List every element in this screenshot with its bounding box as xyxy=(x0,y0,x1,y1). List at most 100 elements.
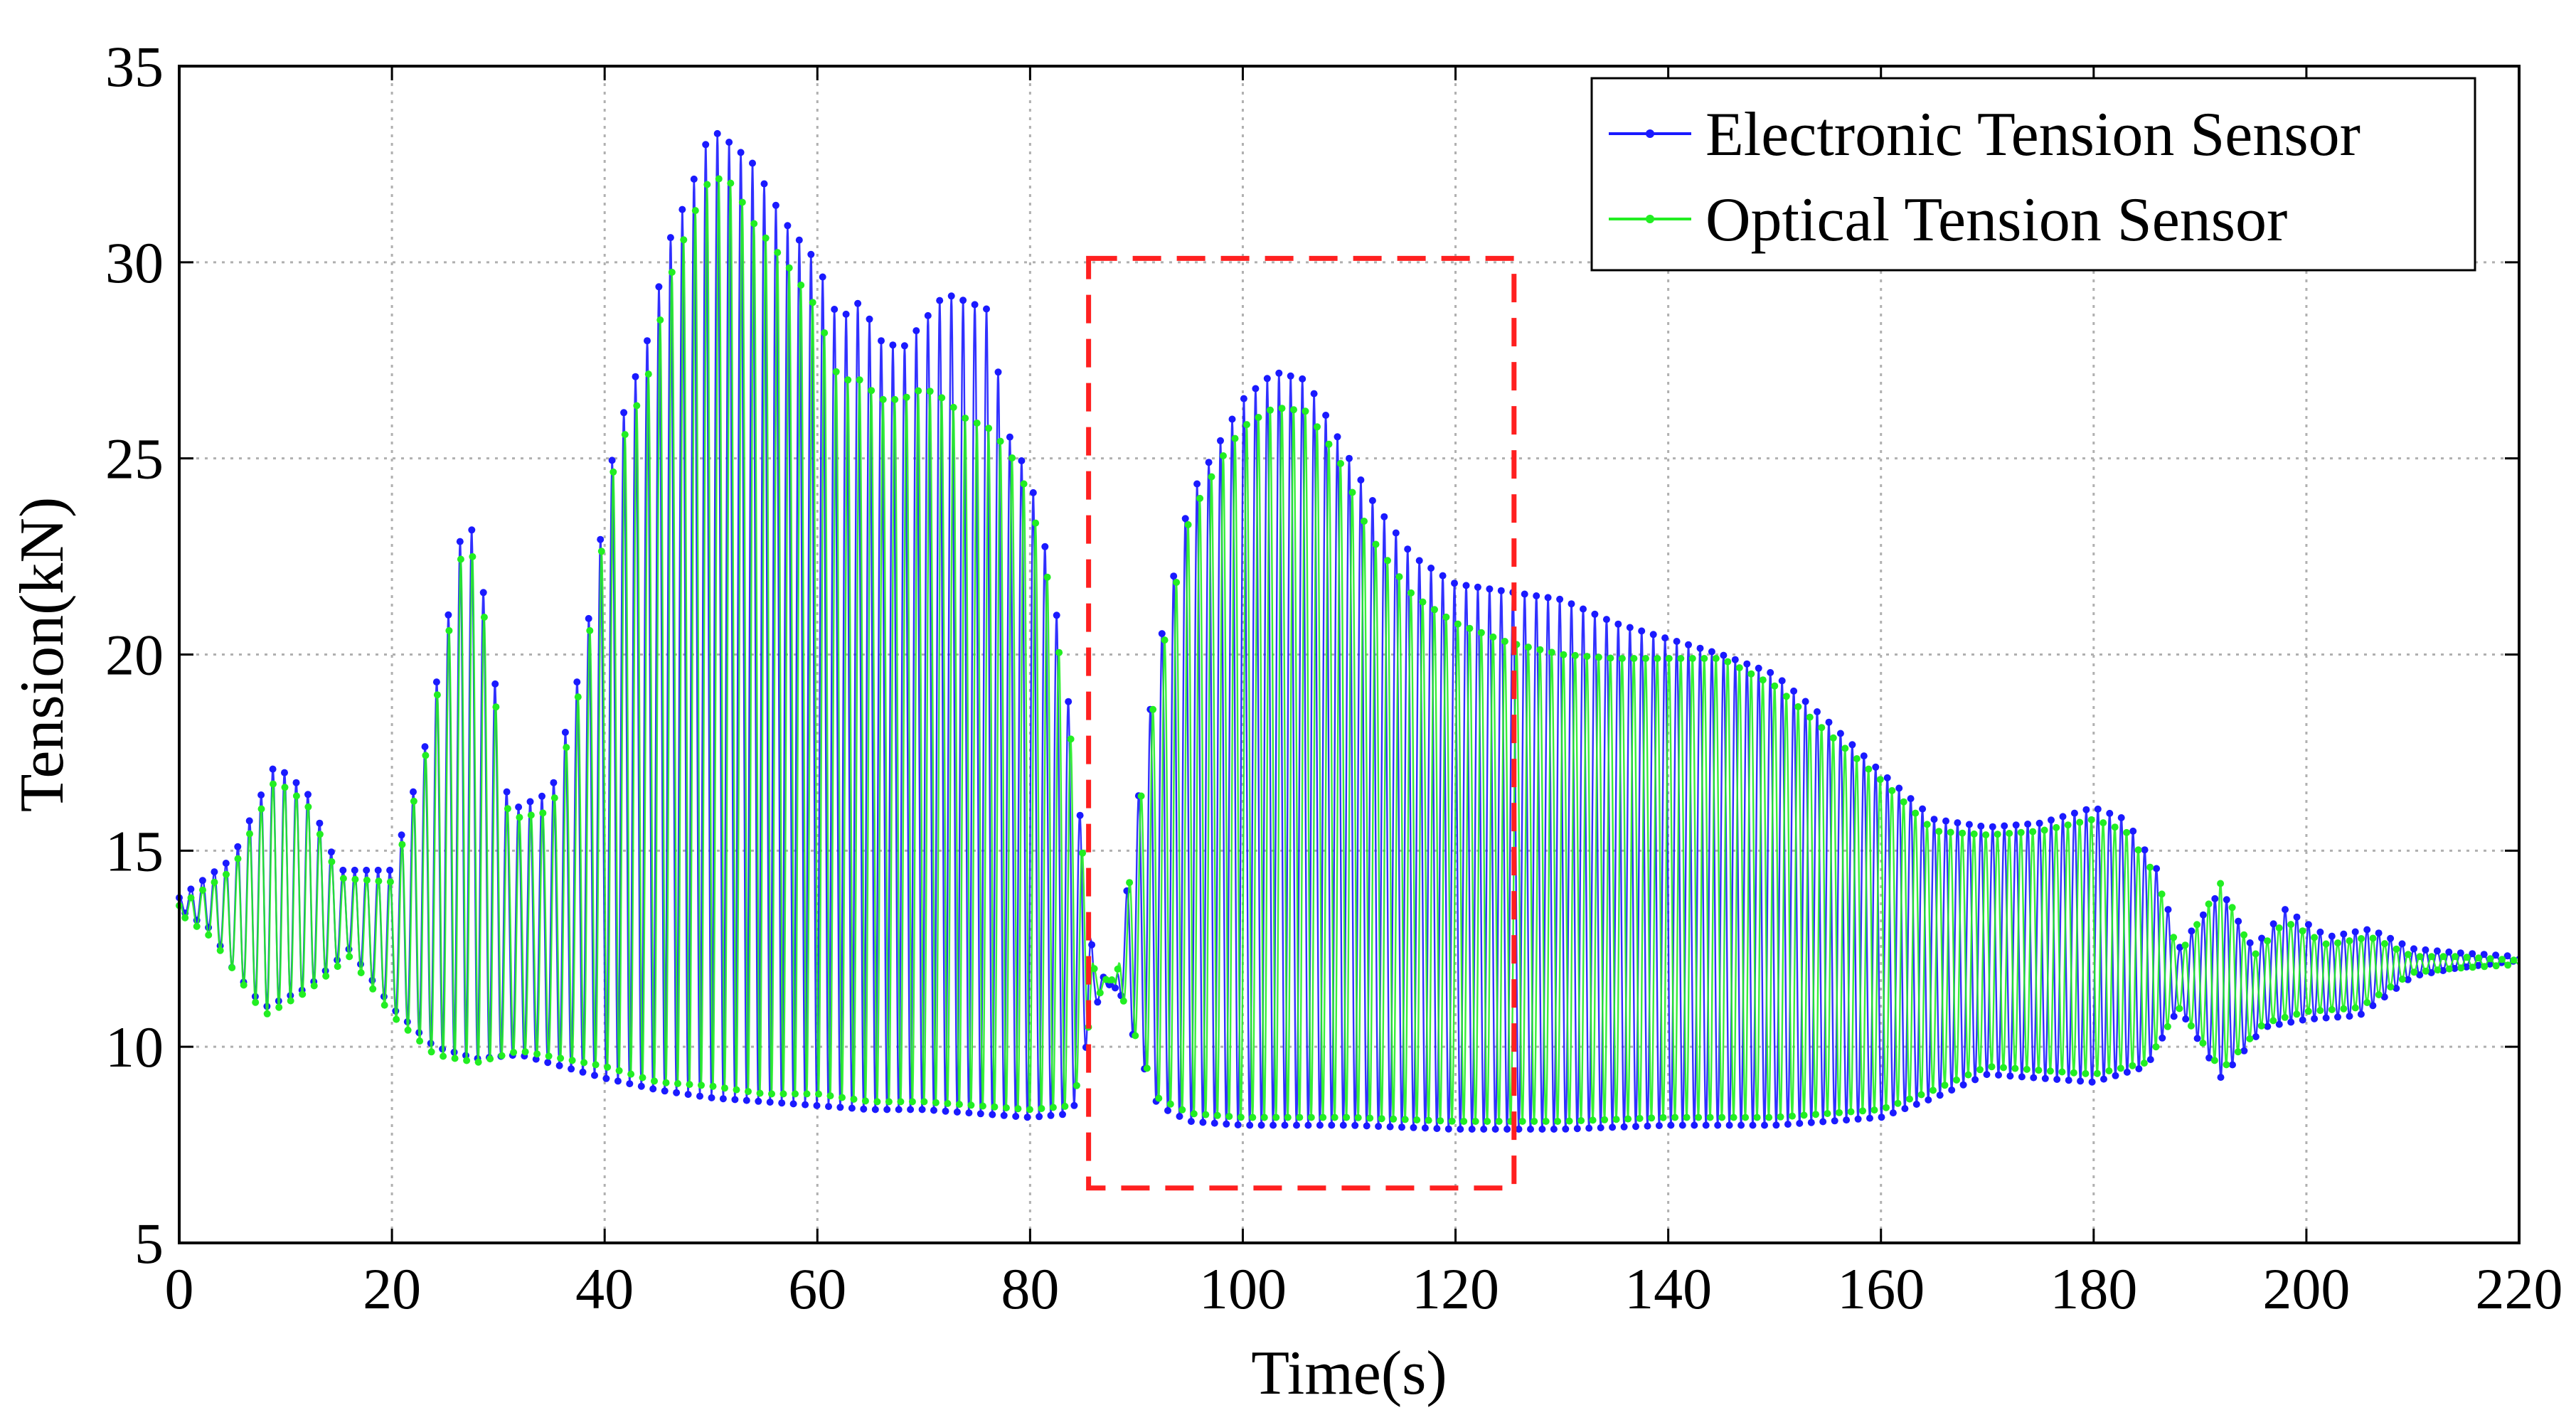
data-point xyxy=(1743,660,1751,668)
data-point xyxy=(2058,1068,2066,1076)
data-point xyxy=(1372,540,1380,548)
data-point xyxy=(633,402,641,410)
data-point xyxy=(2481,963,2489,971)
data-point xyxy=(1217,437,1224,444)
data-point xyxy=(2269,920,2277,928)
data-point xyxy=(1196,494,1204,502)
data-point xyxy=(1108,976,1116,983)
data-point xyxy=(1210,1119,1218,1127)
data-point xyxy=(1392,529,1400,537)
data-point xyxy=(1602,616,1610,624)
data-point xyxy=(2105,1067,2113,1074)
data-point xyxy=(1471,1118,1479,1125)
data-point xyxy=(789,1100,797,1108)
data-point xyxy=(1228,415,1236,423)
data-point xyxy=(1255,414,1262,421)
data-point xyxy=(1073,1082,1080,1089)
data-point xyxy=(2030,1074,2038,1082)
data-point xyxy=(2422,967,2429,975)
data-point xyxy=(492,703,500,711)
data-point xyxy=(211,868,218,876)
data-point xyxy=(1819,1118,1827,1126)
data-point xyxy=(592,1061,600,1069)
data-point xyxy=(199,886,206,894)
data-point xyxy=(959,297,967,304)
data-point xyxy=(871,1106,879,1114)
data-point xyxy=(745,1088,752,1095)
data-point xyxy=(842,310,850,318)
data-point xyxy=(304,791,312,799)
data-point xyxy=(809,299,816,306)
data-point xyxy=(351,866,358,874)
data-point xyxy=(868,387,875,395)
data-point xyxy=(762,234,770,242)
x-tick-label: 100 xyxy=(1199,1256,1287,1321)
data-point xyxy=(1012,1113,1020,1120)
data-point xyxy=(1497,587,1505,594)
data-point xyxy=(1917,1091,1925,1099)
data-point xyxy=(947,292,955,300)
data-point xyxy=(1246,1121,1254,1129)
data-point xyxy=(533,1050,541,1058)
data-point xyxy=(1398,1123,1405,1131)
data-point xyxy=(287,997,294,1005)
data-point xyxy=(831,306,839,313)
data-point xyxy=(844,376,852,384)
series-line xyxy=(179,179,2520,1123)
data-point xyxy=(2170,934,2178,941)
data-point xyxy=(1912,1101,1920,1108)
data-point xyxy=(211,878,218,886)
data-point xyxy=(1983,1071,1991,1079)
data-point xyxy=(1556,595,1564,603)
y-tick-label: 5 xyxy=(134,1211,164,1276)
data-point xyxy=(1088,941,1096,949)
data-point xyxy=(1900,798,1907,806)
data-point xyxy=(1749,1121,1757,1129)
data-point xyxy=(1404,545,1412,553)
data-point xyxy=(2229,1061,2236,1069)
data-point xyxy=(2410,945,2417,953)
data-point xyxy=(2117,814,2125,821)
data-point xyxy=(1825,718,1833,726)
data-point xyxy=(2163,1022,2171,1030)
data-point xyxy=(1784,1121,1792,1128)
data-point xyxy=(1548,648,1555,656)
data-point xyxy=(1047,1111,1055,1119)
data-point xyxy=(2398,976,2406,983)
data-point xyxy=(2129,827,2137,835)
data-point xyxy=(1620,1123,1628,1131)
data-point xyxy=(779,1090,787,1098)
data-point xyxy=(604,1063,612,1071)
data-point xyxy=(1883,774,1891,781)
data-point xyxy=(709,1082,717,1090)
data-point xyxy=(2170,1013,2178,1020)
data-point xyxy=(1994,831,2001,838)
data-point xyxy=(1061,1102,1069,1110)
data-point xyxy=(1448,1117,1456,1125)
data-point xyxy=(832,368,840,375)
data-point xyxy=(644,370,652,378)
data-point xyxy=(363,876,371,884)
data-point xyxy=(661,1087,669,1095)
data-point xyxy=(357,969,365,976)
data-point xyxy=(1691,1121,1698,1129)
data-point xyxy=(1854,1115,1862,1123)
data-point xyxy=(1607,654,1614,662)
data-point xyxy=(1577,1117,1585,1124)
data-point xyxy=(1995,1071,2002,1079)
data-point xyxy=(222,860,230,867)
data-point xyxy=(1489,633,1497,641)
data-point xyxy=(1079,849,1087,857)
data-point xyxy=(2134,846,2142,854)
data-point xyxy=(205,931,213,939)
data-point xyxy=(1661,634,1669,642)
data-point xyxy=(1252,385,1260,393)
data-point xyxy=(1114,965,1122,973)
x-tick-label: 140 xyxy=(1624,1256,1712,1321)
data-point xyxy=(900,342,908,350)
data-point xyxy=(1925,1096,1932,1104)
data-point xyxy=(2006,1072,2014,1080)
data-point xyxy=(1173,579,1181,586)
data-point xyxy=(850,1095,858,1103)
data-point xyxy=(1562,1125,1570,1133)
